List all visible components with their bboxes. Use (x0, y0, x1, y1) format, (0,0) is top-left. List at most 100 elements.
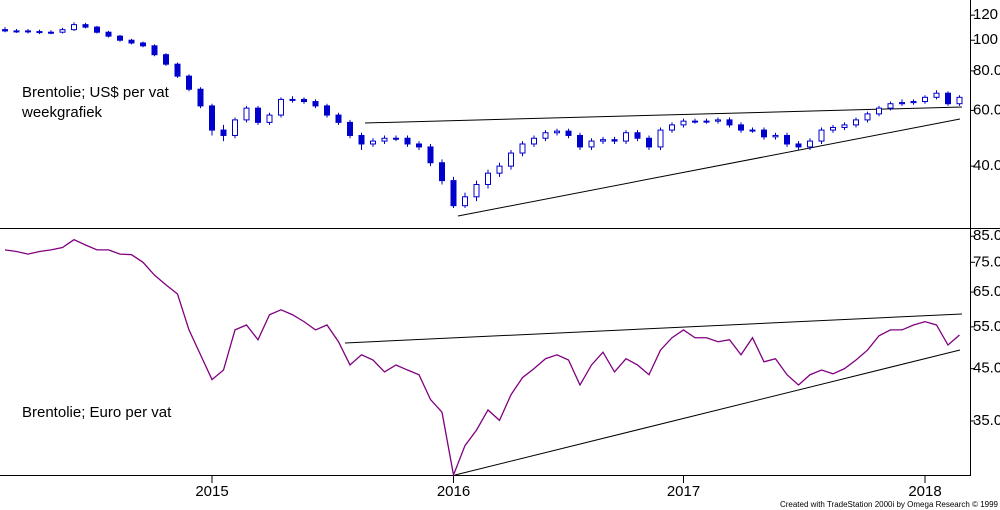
chart-title: Brentolie; Euro per vat (22, 404, 172, 421)
candle-body (140, 42, 146, 47)
candle-body (726, 119, 733, 126)
candle-body (542, 132, 549, 139)
y-tick-label: 65.0 (973, 283, 1000, 300)
candle-body (772, 134, 779, 138)
candle-body (324, 105, 330, 116)
candle-body (59, 29, 66, 33)
x-tick-label: 2017 (667, 483, 700, 500)
candle-body (830, 126, 836, 131)
trend-line (454, 349, 961, 476)
candle-body (128, 39, 135, 44)
candle-body (945, 92, 951, 105)
candle-body (462, 196, 468, 207)
candle-body (876, 107, 882, 115)
candle-body (703, 120, 710, 123)
candle-body (36, 31, 43, 34)
candle-body (25, 30, 31, 33)
y-tick-label: 85.0 (973, 227, 1000, 244)
candle-body (910, 101, 917, 104)
x-tick-label: 2018 (908, 483, 941, 500)
candle-body (818, 129, 825, 142)
x-tick-label: 2016 (437, 483, 470, 500)
candle-body (335, 114, 342, 123)
chart-subtitle: weekgrafiek (21, 104, 103, 121)
candle-body (174, 63, 181, 77)
candle-body (163, 54, 169, 65)
candle-body (485, 172, 491, 185)
candle-body (393, 137, 399, 140)
candle-body (358, 134, 365, 145)
candle-body (887, 103, 894, 109)
candle-body (232, 119, 238, 136)
trend-line (364, 106, 963, 124)
candle-body (151, 45, 158, 56)
candle-body (381, 137, 388, 142)
candle-body (554, 130, 560, 134)
candle-body (899, 102, 905, 105)
candle-body (255, 107, 261, 123)
candle-body (186, 75, 192, 90)
candle-body (82, 24, 89, 28)
trend-line (344, 313, 963, 344)
candle-body (508, 152, 514, 167)
footer: Created with TradeStation 2000i by Omega… (780, 500, 999, 509)
candle-body (738, 124, 744, 131)
candle-body (956, 96, 963, 105)
y-tick-label: 40.0 (973, 157, 1000, 174)
candle-body (657, 129, 664, 148)
candle-body (71, 24, 77, 31)
candle-body (531, 137, 537, 145)
chart-title: Brentolie; US$ per vat (22, 84, 170, 101)
y-tick-label: 75.0 (973, 253, 1000, 270)
candle-body (577, 134, 583, 148)
candle-body (48, 31, 54, 34)
candle-body (519, 143, 526, 154)
candle-body (94, 26, 100, 33)
y-tick-label: 100 (973, 31, 998, 48)
candle-body (105, 31, 112, 37)
trend-line (457, 118, 961, 217)
candle-body (278, 98, 284, 116)
candle-body (646, 137, 652, 148)
candle-body (761, 129, 767, 138)
candle-body (13, 30, 20, 33)
candle-body (439, 162, 445, 182)
y-tick-label: 45.0 (973, 360, 1000, 377)
candle-body (795, 143, 802, 148)
candle-body (692, 120, 698, 123)
candle-body (749, 129, 756, 132)
candle-body (611, 139, 618, 142)
y-tick-label: 60.0 (973, 101, 1000, 118)
candle-body (922, 96, 928, 103)
candle-body (588, 140, 595, 148)
y-tick-label: 80.0 (973, 62, 1000, 79)
candle-body (473, 183, 480, 198)
candle-body (669, 124, 675, 131)
y-tick-label: 55.0 (973, 318, 1000, 335)
candle-body (623, 132, 629, 142)
y-tick-label: 35.0 (973, 412, 1000, 429)
candle-body (864, 113, 871, 121)
candle-body (416, 143, 422, 148)
x-tick-label: 2015 (195, 483, 228, 500)
candle-body (715, 119, 721, 122)
candle-body (301, 98, 307, 103)
candle-body (807, 140, 813, 148)
candle-body (496, 165, 503, 174)
candle-body (841, 124, 848, 128)
candle-body (565, 130, 572, 136)
candle-body (853, 119, 859, 126)
candle-body (197, 88, 204, 107)
candle-body (209, 105, 215, 131)
candle-body (404, 137, 411, 145)
candle-body (450, 180, 457, 207)
price-line (4, 238, 960, 478)
candle-body (784, 134, 790, 145)
candle-body (600, 139, 606, 142)
candle-body (117, 35, 123, 41)
candle-body (933, 92, 940, 98)
candle-body (370, 140, 376, 145)
candle-body (220, 129, 227, 136)
